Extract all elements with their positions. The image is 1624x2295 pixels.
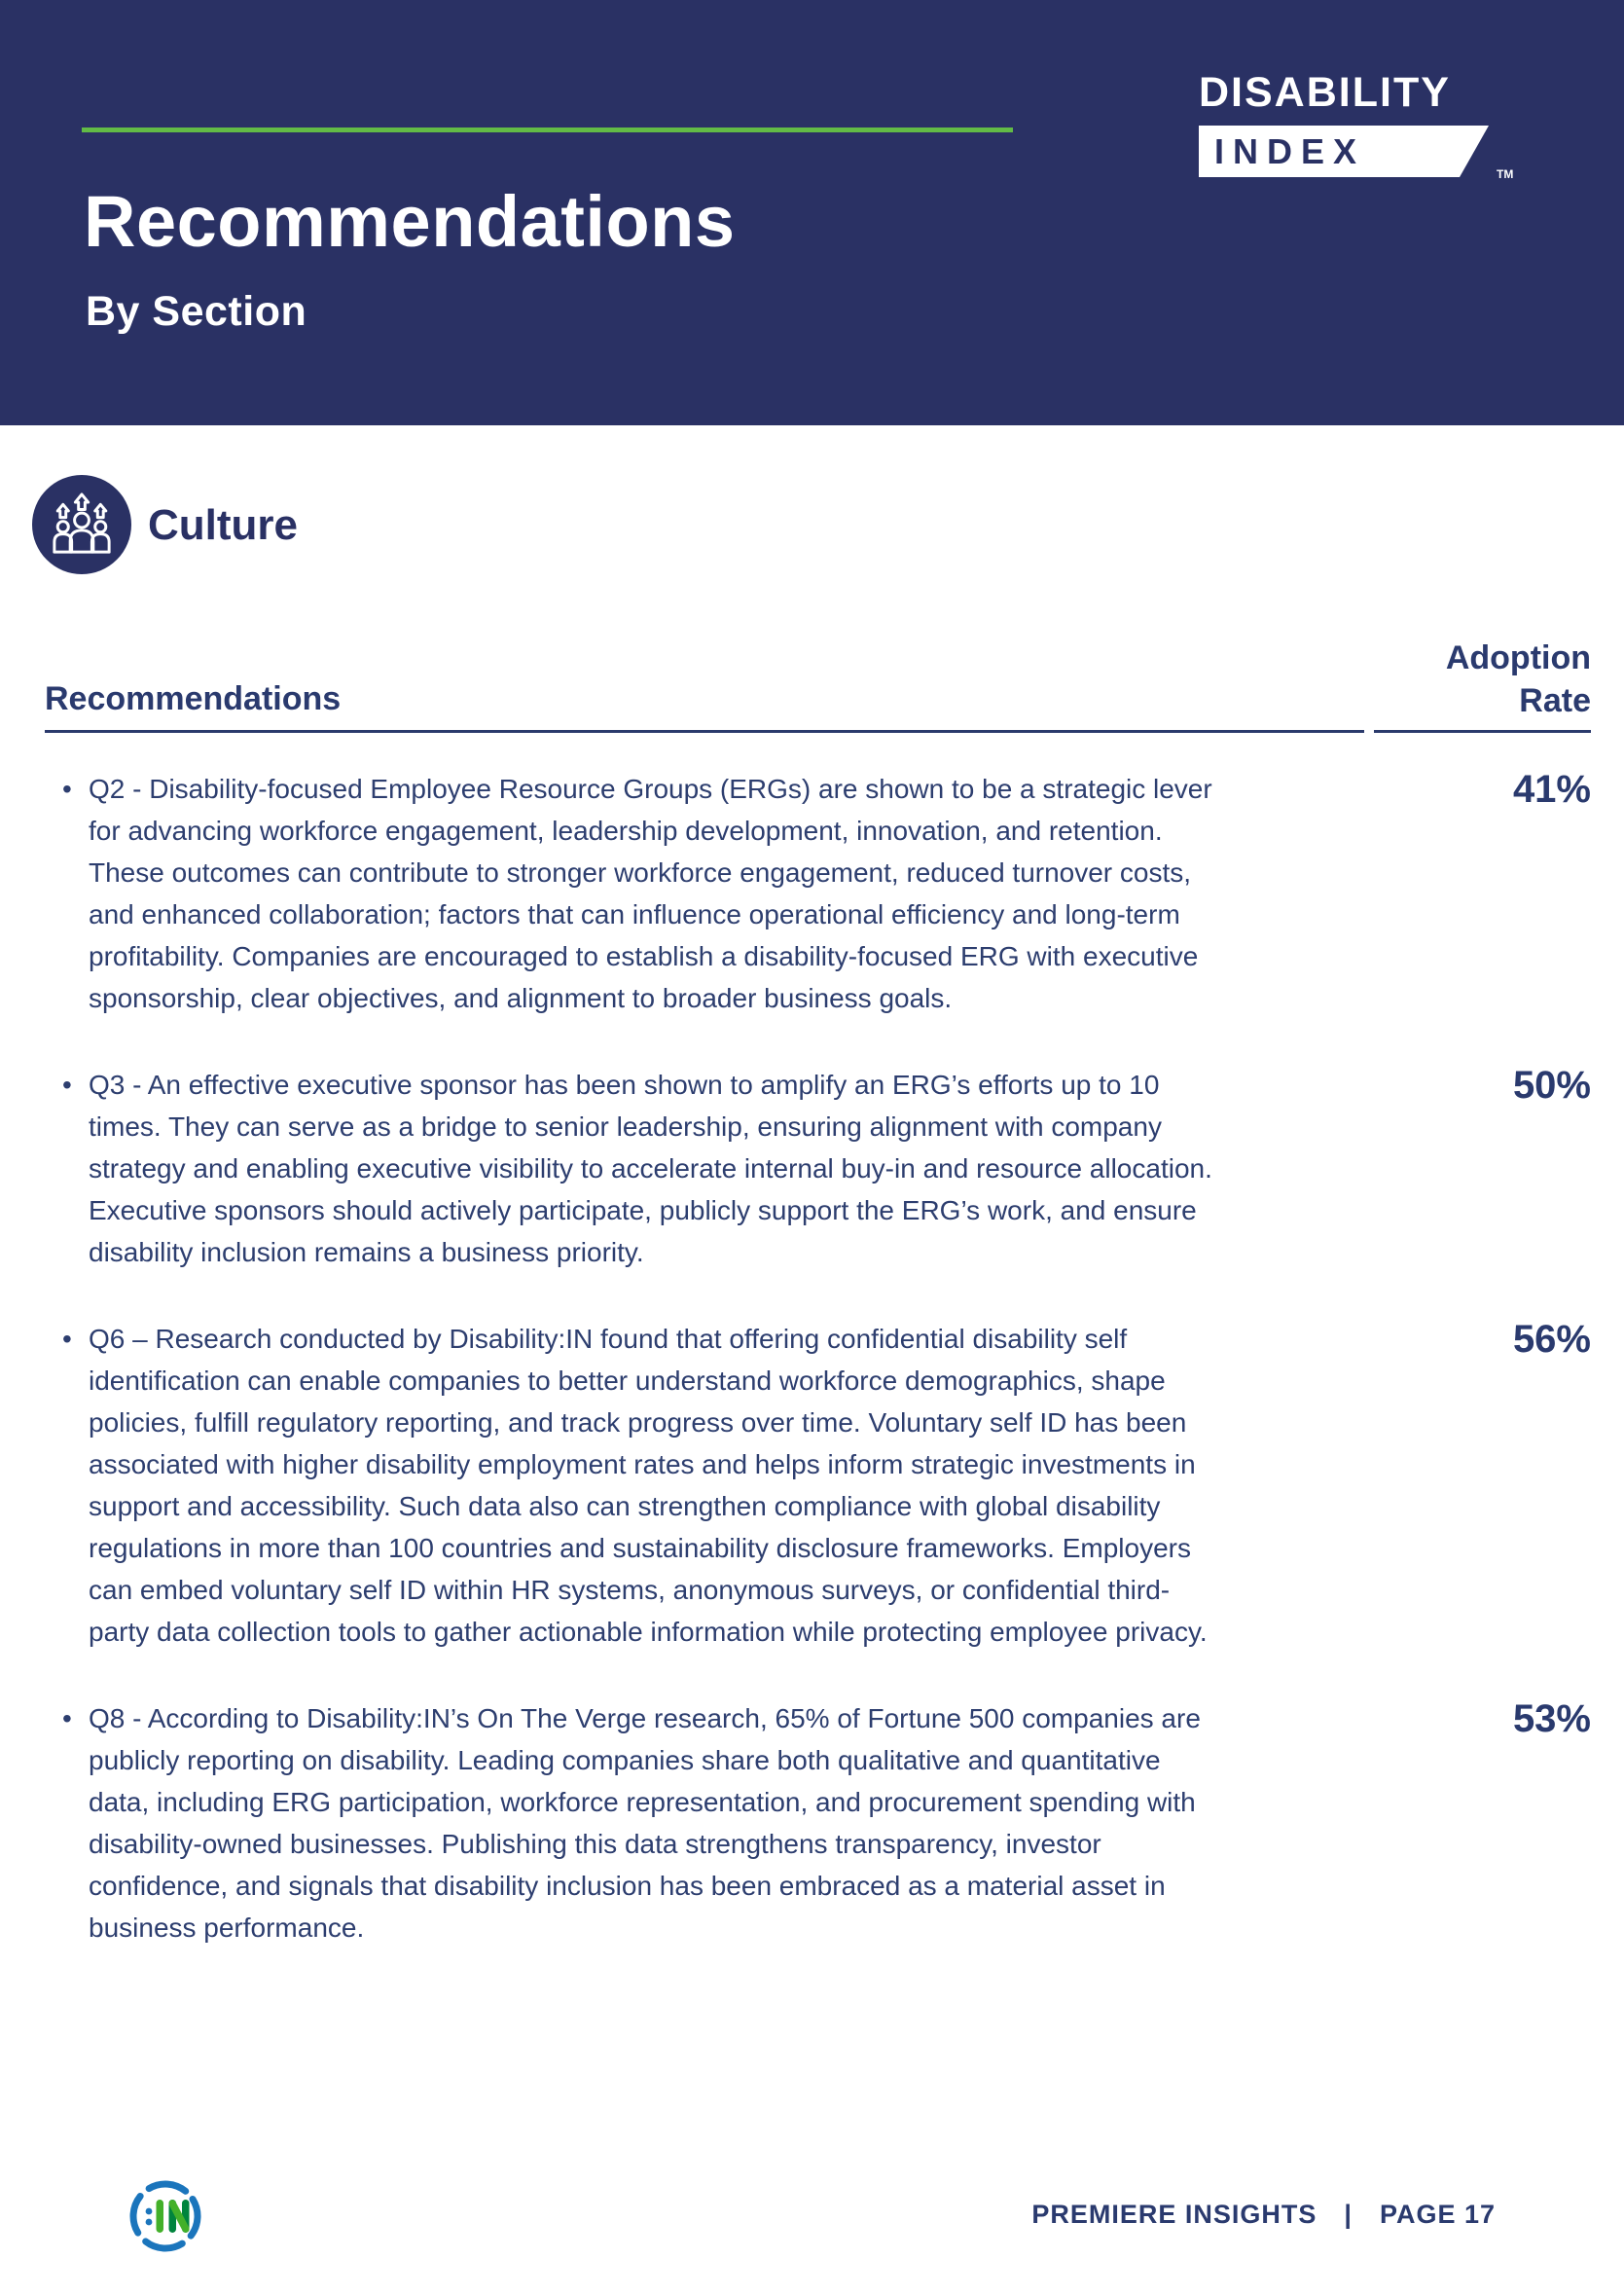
- bullet-marker: •: [62, 1070, 72, 1100]
- logo-index-flag: INDEX: [1199, 126, 1489, 177]
- recommendation-text: Q8 - According to Disability:IN’s On The…: [89, 1703, 1201, 1943]
- table-body: • Q2 - Disability-focused Employee Resou…: [45, 733, 1591, 1949]
- bullet-marker: •: [62, 1703, 72, 1733]
- adoption-rate-value: 56%: [1512, 1318, 1591, 1361]
- accent-rule: [82, 128, 1013, 132]
- adoption-rate-value: 50%: [1512, 1064, 1591, 1107]
- page-title: Recommendations: [84, 181, 736, 262]
- bullet-marker: •: [62, 774, 72, 804]
- culture-badge: [32, 475, 131, 574]
- table-row-q8: • Q8 - According to Disability:IN’s On T…: [45, 1697, 1591, 1949]
- table-row-q6: • Q6 – Research conducted by Disability:…: [45, 1318, 1591, 1653]
- recommendation-text: Q6 – Research conducted by Disability:IN…: [89, 1324, 1208, 1647]
- people-growth-icon: [53, 492, 111, 554]
- disability-in-logo: [126, 2177, 204, 2255]
- table-row-q3: • Q3 - An effective executive sponsor ha…: [45, 1064, 1591, 1273]
- page-footer: PREMIERE INSIGHTS | PAGE 17: [1031, 2200, 1496, 2230]
- footer-separator: |: [1344, 2200, 1353, 2229]
- trademark-mark: TM: [1497, 167, 1514, 181]
- disability-in-logo-icon: [129, 2180, 201, 2252]
- page-subtitle: By Section: [86, 288, 307, 335]
- bullet-marker: •: [62, 1324, 72, 1354]
- logo-index-label: INDEX: [1214, 130, 1366, 171]
- disability-index-logo: DISABILITY INDEX TM: [1199, 68, 1520, 181]
- adoption-rate-value: 41%: [1512, 768, 1591, 811]
- recommendations-table: Recommendations Adoption Rate • Q2 - Dis…: [45, 611, 1591, 1949]
- adoption-rate-value: 53%: [1512, 1697, 1591, 1740]
- hero-header: Recommendations By Section DISABILITY IN…: [0, 0, 1624, 425]
- footer-page-number: PAGE 17: [1379, 2200, 1496, 2229]
- recommendation-text: Q3 - An effective executive sponsor has …: [89, 1070, 1212, 1267]
- table-header-row: Recommendations Adoption Rate: [45, 611, 1591, 733]
- section-title: Culture: [148, 501, 298, 549]
- table-row-q2: • Q2 - Disability-focused Employee Resou…: [45, 768, 1591, 1019]
- column-header-recommendations: Recommendations: [45, 611, 1364, 733]
- recommendation-text: Q2 - Disability-focused Employee Resourc…: [89, 774, 1212, 1013]
- logo-wordmark: DISABILITY: [1199, 69, 1451, 116]
- footer-report-name: PREMIERE INSIGHTS: [1031, 2200, 1317, 2229]
- column-header-adoption-rate: Adoption Rate: [1374, 611, 1591, 733]
